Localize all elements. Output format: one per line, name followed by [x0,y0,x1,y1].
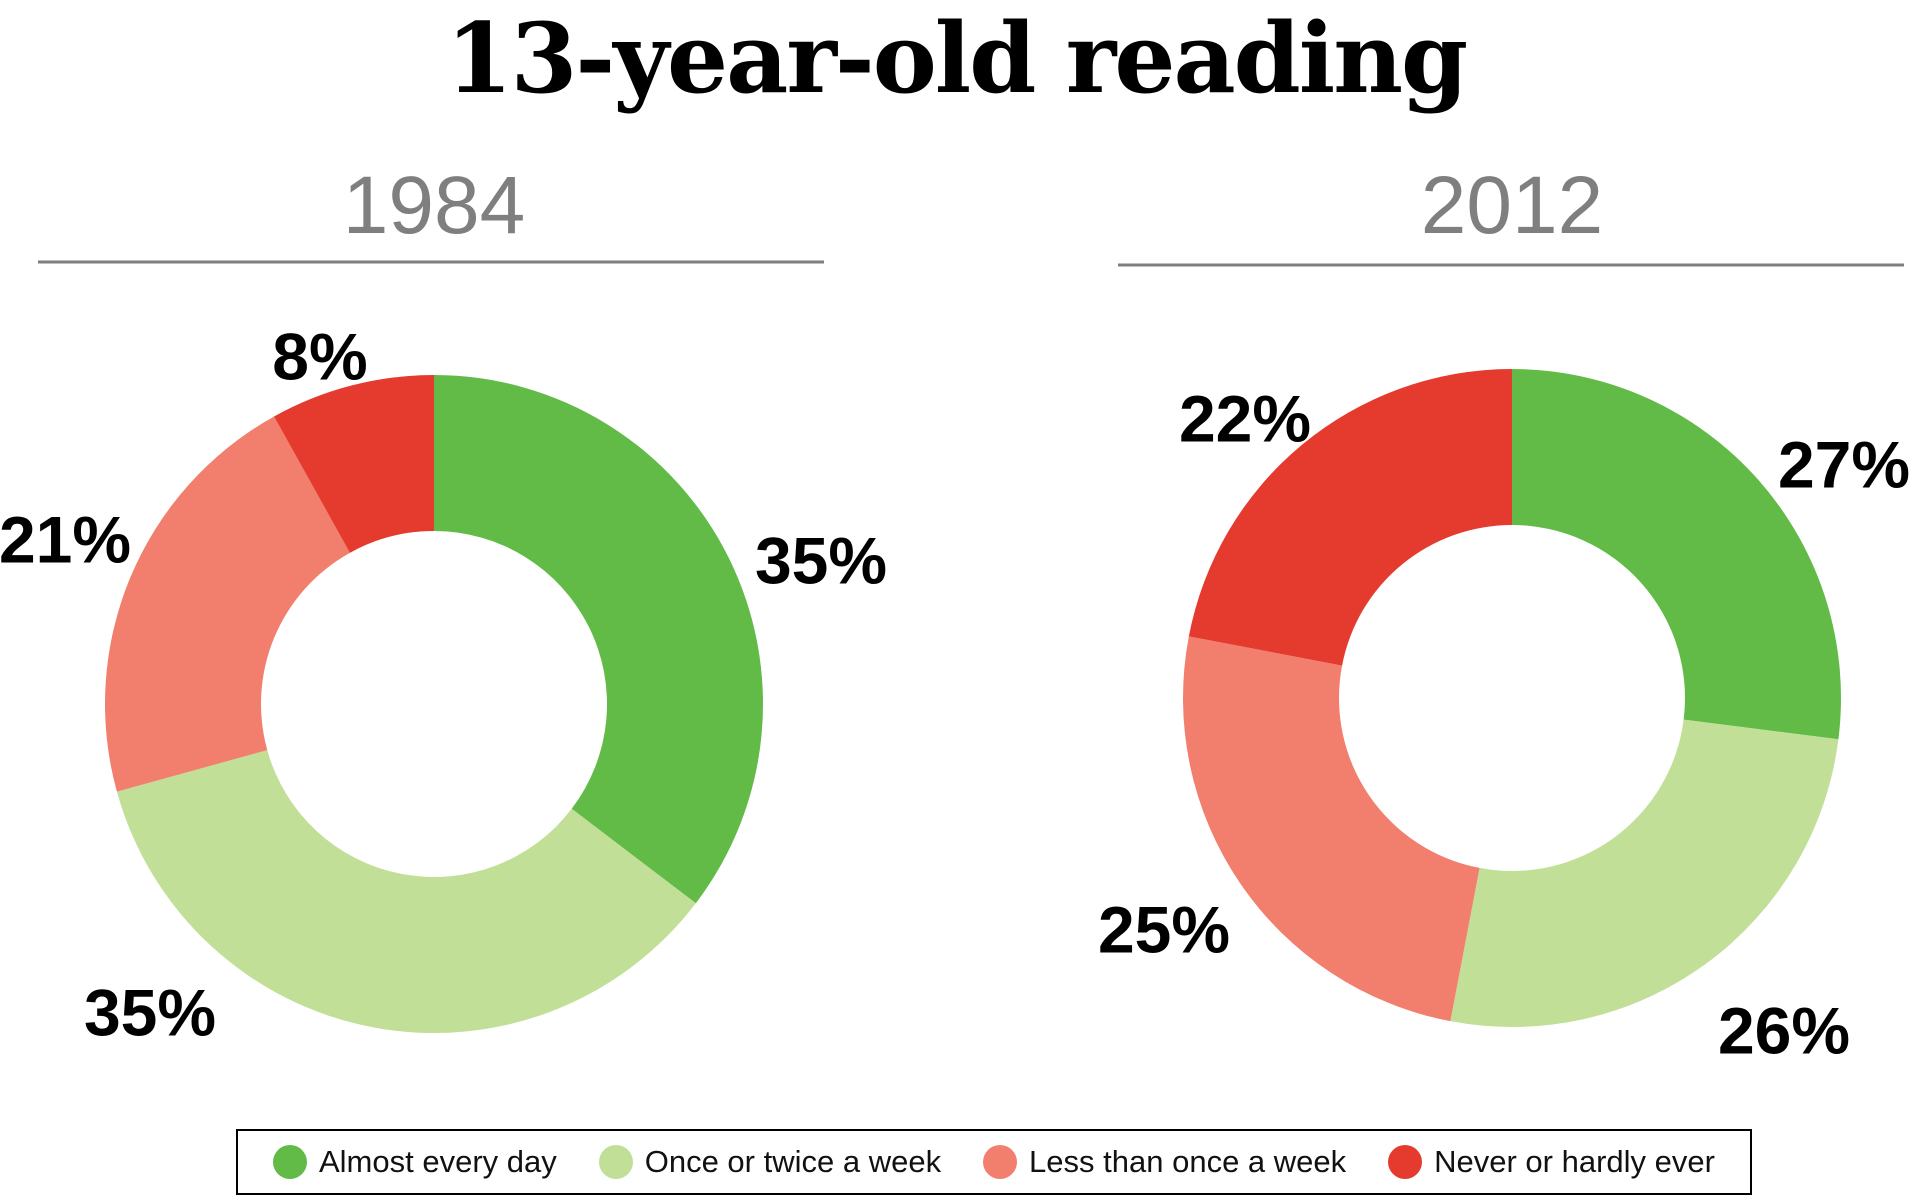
slice-data-label: 27% [1778,427,1910,501]
legend-swatch [983,1145,1018,1179]
donut-chart-2012: 2012 27% 26% 25% 22% [1098,160,1910,1067]
legend-swatch [272,1145,307,1179]
legend-label: Almost every day [318,1144,557,1179]
slice-data-label: 35% [84,975,216,1049]
donut-slice [104,416,350,792]
donut-slice [434,375,764,904]
legend-item: Less than once a week [983,1144,1346,1180]
slice-data-label: 26% [1718,993,1850,1067]
legend-label: Never or hardly ever [1434,1144,1715,1179]
donut-slice [1450,719,1839,1027]
legend-item: Once or twice a week [598,1144,942,1180]
donut-slice [1512,369,1841,740]
chart-subtitle: 1984 [343,160,525,251]
slice-data-label: 21% [0,502,131,576]
slice-data-label: 8% [272,319,367,393]
legend-label: Less than once a week [1029,1144,1347,1179]
legend-swatch [1388,1145,1423,1179]
slice-data-label: 25% [1098,892,1230,966]
slice-data-label: 22% [1179,381,1311,455]
chart-title: 13-year-old reading [445,2,1468,115]
legend-item: Never or hardly ever [1388,1144,1715,1180]
donut-slice [1188,369,1512,666]
legend-swatch [598,1145,633,1179]
legend: Almost every day Once or twice a week Less… [236,1129,1752,1195]
donut-chart-1984: 1984 35% 35% 21% 8% [0,160,887,1049]
legend-item: Almost every day [272,1144,557,1180]
chart-subtitle: 2012 [1421,160,1603,251]
donut-slice [1183,636,1480,1022]
donut-slice [274,375,434,553]
legend-label: Once or twice a week [644,1144,942,1179]
slice-data-label: 35% [755,523,887,597]
donut-slice [116,750,696,1034]
